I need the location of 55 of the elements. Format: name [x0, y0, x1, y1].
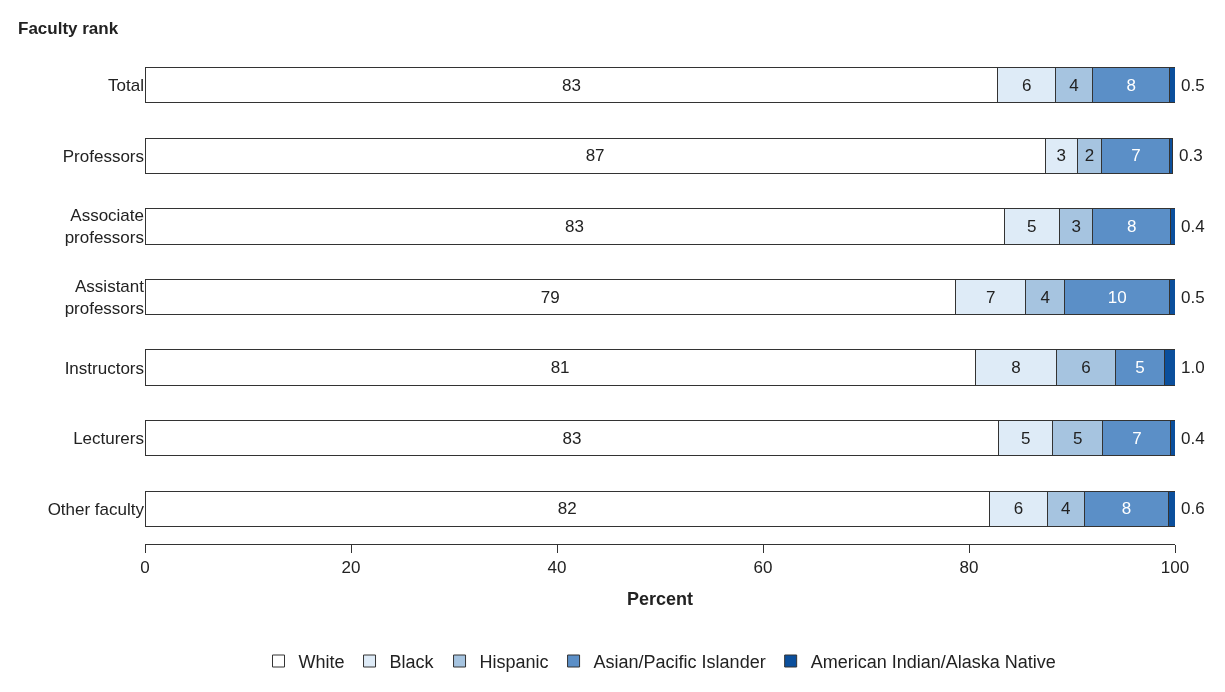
data-label: 8: [1121, 499, 1132, 519]
y-tick-label: Professors: [62, 146, 144, 166]
y-tick-label: Total: [108, 76, 144, 96]
y-tick-label: Instructors: [64, 358, 144, 378]
legend-label: White: [298, 652, 345, 673]
x-tick-label: 100: [1160, 558, 1190, 578]
data-label: 0.4: [1181, 429, 1205, 448]
data-label: 3: [1071, 216, 1081, 236]
y-tick-label: Associate professors: [64, 206, 144, 248]
data-label: 0.6: [1181, 499, 1205, 518]
data-label: 8: [1126, 75, 1136, 95]
data-label: 4: [1040, 287, 1050, 307]
data-label: 7: [1131, 146, 1141, 166]
data-label: 1.0: [1181, 358, 1205, 377]
data-label: 7: [1132, 428, 1142, 448]
data-label: 87: [585, 146, 605, 166]
data-label: 82: [557, 499, 577, 519]
data-label: 6: [1013, 499, 1024, 519]
data-label: 5: [1027, 216, 1037, 236]
y-tick-label: Assistant professors: [64, 276, 145, 318]
data-label: 79: [540, 287, 560, 307]
data-label: 5: [1135, 358, 1145, 378]
data-label: 3: [1056, 146, 1066, 166]
data-label: 4: [1061, 499, 1071, 519]
data-label: 6: [1081, 358, 1091, 378]
y-axis-title: Faculty rank: [18, 19, 119, 38]
y-tick-label: Other faculty: [47, 499, 145, 519]
data-label: 83: [565, 216, 584, 236]
legend-label: Hispanic: [479, 652, 549, 673]
data-label: 5: [1072, 428, 1083, 448]
legend-label: Black: [389, 652, 435, 673]
x-tick-label: 0: [140, 558, 150, 578]
y-tick-label: Lecturers: [73, 429, 144, 449]
x-tick-label: 80: [959, 558, 979, 578]
data-label: 4: [1069, 75, 1079, 95]
data-label: 5: [1020, 428, 1031, 448]
data-label: 10: [1107, 287, 1127, 307]
data-label: 0.5: [1181, 76, 1205, 95]
x-tick-label: 20: [341, 558, 361, 578]
data-label: 81: [550, 358, 570, 378]
x-axis-title: Percent: [626, 588, 694, 609]
legend-label: Asian/Pacific Islander: [593, 652, 766, 673]
data-label: 83: [562, 428, 582, 448]
data-label: 2: [1084, 146, 1095, 166]
data-label: 8: [1127, 216, 1137, 236]
data-label: 0.4: [1181, 217, 1205, 236]
data-label: 83: [561, 75, 581, 95]
data-label: 6: [1021, 75, 1032, 95]
data-label: 7: [985, 287, 996, 307]
x-tick-label: 60: [753, 558, 773, 578]
data-label: 0.5: [1181, 288, 1205, 307]
data-label: 0.3: [1179, 146, 1203, 165]
data-label: 8: [1011, 358, 1021, 378]
legend-label: American Indian/Alaska Native: [810, 652, 1056, 673]
x-tick-label: 40: [547, 558, 567, 578]
